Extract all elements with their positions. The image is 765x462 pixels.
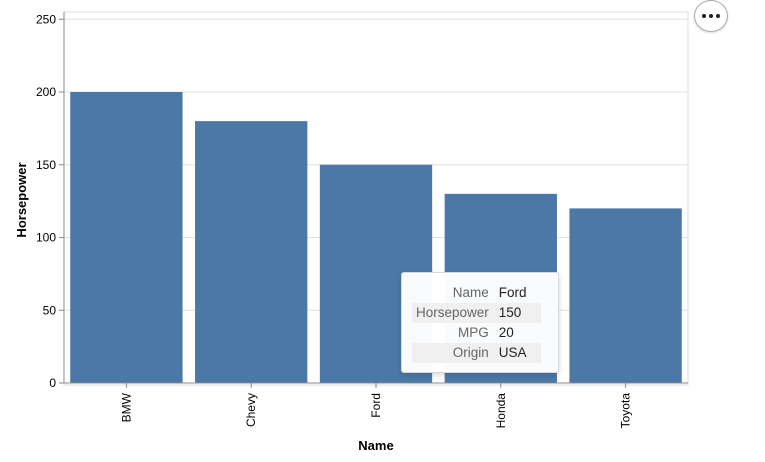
y-tick-label: 0 [49, 376, 56, 390]
more-horizontal-icon [702, 14, 720, 18]
tooltip-key: Horsepower [412, 303, 495, 323]
tooltip-row: Horsepower 150 [412, 303, 541, 323]
tooltip-table: Name Ford Horsepower 150 MPG 20 Origin U… [412, 283, 541, 363]
tooltip: Name Ford Horsepower 150 MPG 20 Origin U… [401, 272, 559, 373]
y-axis-title: Horsepower [14, 162, 29, 237]
y-tick-label: 150 [36, 158, 56, 172]
bar[interactable] [195, 121, 308, 383]
tooltip-key: Name [452, 285, 489, 300]
y-tick-label: 250 [36, 12, 56, 26]
x-axis-title: Name [358, 438, 393, 453]
tooltip-value: 150 [494, 303, 541, 323]
bar[interactable] [569, 208, 682, 383]
y-tick-label: 50 [43, 303, 57, 317]
axes: 0 50 100 150 200 250 BMW Chevy Ford Honda Toyota [36, 12, 688, 428]
x-tick-label: Ford [369, 393, 383, 418]
y-tick-label: 100 [36, 231, 56, 245]
x-tick-label: BMW [119, 392, 133, 422]
tooltip-row: Name Ford [412, 283, 541, 303]
bar[interactable] [70, 92, 183, 384]
tooltip-value: 20 [498, 325, 514, 340]
tooltip-key: Origin [412, 343, 495, 363]
tooltip-key: MPG [458, 325, 489, 340]
tooltip-value: Ford [498, 285, 527, 300]
x-tick-label: Toyota [619, 393, 633, 429]
y-tick-label: 200 [36, 85, 56, 99]
tooltip-row: Origin USA [412, 343, 541, 363]
tooltip-row: MPG 20 [412, 323, 541, 343]
actions-menu-button[interactable] [694, 0, 728, 32]
x-tick-label: Chevy [244, 393, 258, 427]
tooltip-value: USA [494, 343, 541, 363]
x-tick-label: Honda [494, 393, 508, 429]
